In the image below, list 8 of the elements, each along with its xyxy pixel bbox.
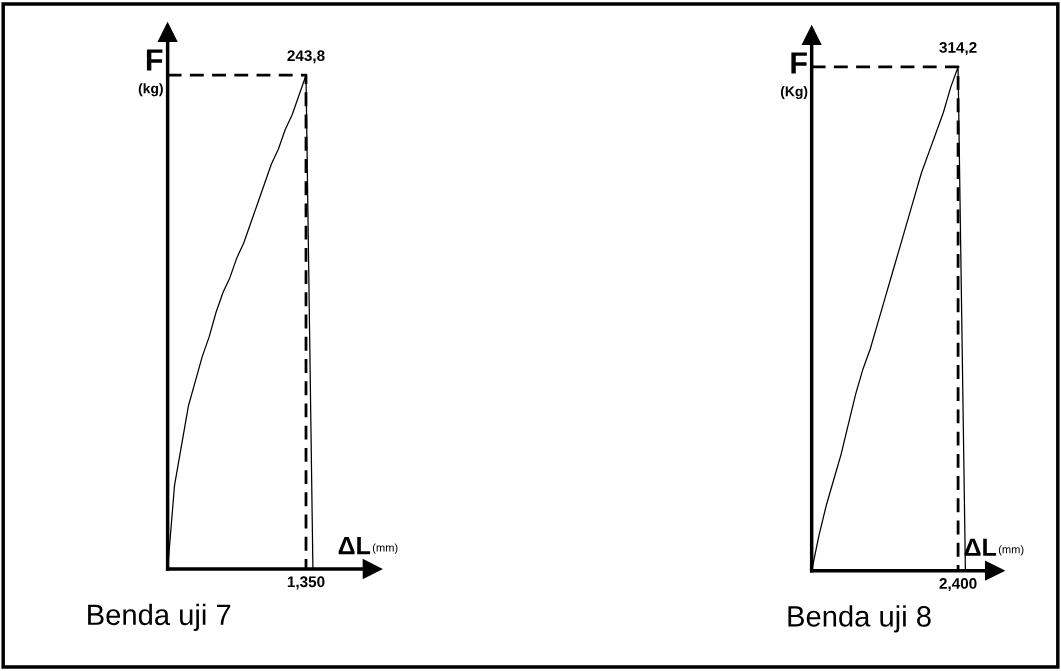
text: Benda uji 8 (788, 605, 931, 633)
annotation: 1,350 (287, 576, 325, 590)
y-axis-title: F (kg) (138, 49, 163, 97)
y-axis-title: F (Kg) (780, 52, 808, 100)
text: Benda uji 7 (88, 603, 231, 631)
annotation: 2,400 (939, 578, 977, 592)
annotation: 243,8 (287, 50, 325, 64)
annotation: 314,2 (939, 42, 977, 56)
